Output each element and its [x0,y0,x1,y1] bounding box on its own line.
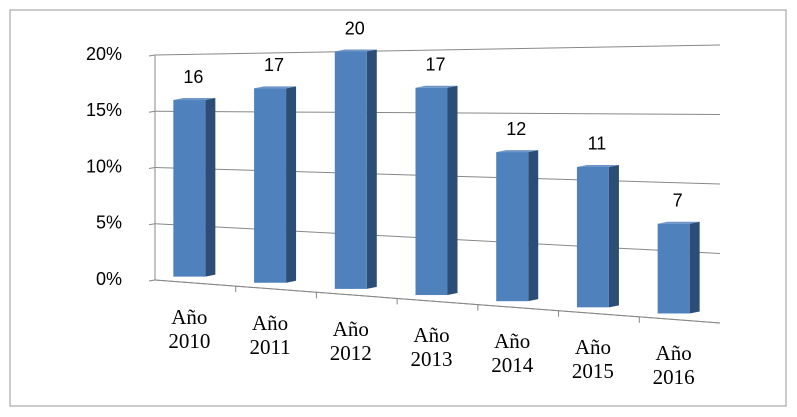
bar-side [608,164,619,308]
data-label: 16 [183,67,203,87]
x-tick-label: Año 2014 [491,329,534,378]
data-label: 17 [425,54,445,74]
x-axis [154,279,721,324]
bar [657,223,690,314]
tick-mark [148,110,156,113]
bar [254,88,287,283]
bar-top [254,86,297,89]
bar-top [415,85,458,88]
bar-top [657,221,700,224]
x-tick-label: Año 2013 [410,323,453,372]
y-tick-label: 10% [86,156,122,176]
bar-top [576,164,619,167]
tick-mark [148,167,156,169]
bar-side [689,221,700,314]
bar-side [366,49,377,289]
bar-top [334,49,377,52]
x-tick-label: Año 2010 [168,304,211,353]
bar [173,100,206,277]
bar-side [447,85,458,296]
grid-line [154,44,721,56]
data-label: 11 [588,134,607,154]
x-tick-label: Año 2016 [652,341,695,390]
bar-side [528,150,539,302]
bar-top [173,98,216,101]
bar [496,152,529,302]
data-label: 7 [673,190,683,210]
data-label: 20 [345,18,365,38]
x-tick-label: Año 2012 [329,316,372,365]
bar [576,166,609,308]
data-label: 17 [264,55,284,75]
y-tick-label: 15% [86,100,122,120]
bar [334,51,367,289]
bar [415,87,448,296]
x-tick-label: Año 2011 [249,310,291,359]
data-label: 12 [506,119,526,139]
chart-border [9,9,787,407]
y-tick-label: 0% [96,269,122,289]
bar-top [496,150,539,153]
x-tick-label: Año 2015 [571,335,614,384]
bar-side [286,86,297,283]
tick-mark [148,54,156,57]
y-tick-label: 20% [86,44,122,64]
tick-mark [148,279,156,282]
y-tick-label: 5% [96,213,122,233]
bar-side [205,98,216,277]
tick-mark [148,223,156,226]
